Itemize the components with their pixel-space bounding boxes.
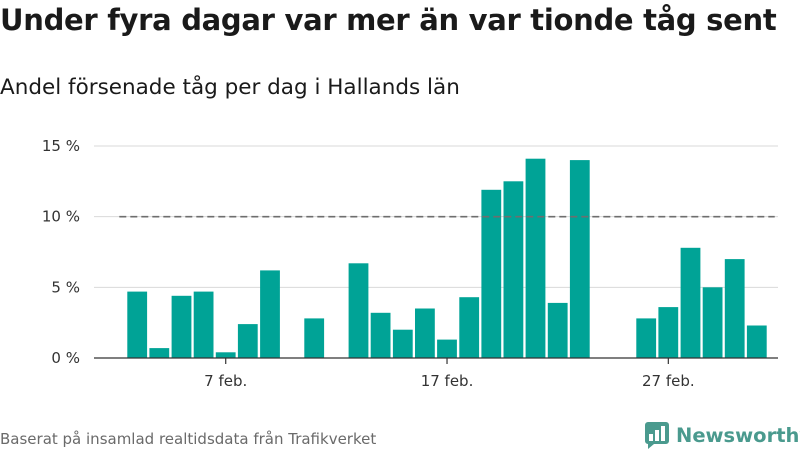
y-tick-label: 0 % [51,349,80,367]
bar [215,352,236,358]
bar [746,325,767,358]
bar [260,270,280,358]
bar [702,287,723,358]
chart-title: Under fyra dagar var mer än var tionde t… [0,3,777,37]
bar [503,181,524,358]
x-axis [94,357,778,364]
bar [724,259,745,358]
bars [127,158,767,358]
y-tick-label: 15 % [42,137,80,155]
bar [525,158,546,358]
bar [149,348,170,358]
x-tick-label: 7 feb. [204,372,247,390]
x-axis-labels: 7 feb. 17 feb. 27 feb. [204,372,694,390]
bar [370,312,391,358]
bar [680,247,701,358]
brand: Newsworthy [645,420,800,450]
y-tick-label: 10 % [42,208,80,226]
x-tick-label: 27 feb. [642,372,695,390]
bar [415,308,435,358]
bar [636,318,657,358]
bar [658,307,679,358]
brand-name: Newsworthy [676,423,800,447]
bar [237,324,258,358]
bar [127,291,148,358]
source-note: Baserat på insamlad realtidsdata från Tr… [0,430,377,448]
bar [392,329,413,358]
y-axis-labels: 0 % 5 % 10 % 15 % [42,137,80,367]
bar [459,297,480,358]
x-tick-label: 17 feb. [421,372,474,390]
chart-subtitle: Andel försenade tåg per dag i Hallands l… [0,75,460,100]
bar [304,318,325,358]
bar [193,291,214,358]
bar [547,302,568,358]
bar [481,189,502,358]
bar [171,295,192,358]
y-tick-label: 5 % [51,278,80,296]
bar [437,339,457,358]
bar [348,263,369,358]
bar-chart: 0 % 5 % 10 % 15 % 7 feb. 17 feb. 27 feb. [42,137,778,390]
bar-chart-speech-bubble-icon [645,421,669,449]
bar [569,160,590,358]
